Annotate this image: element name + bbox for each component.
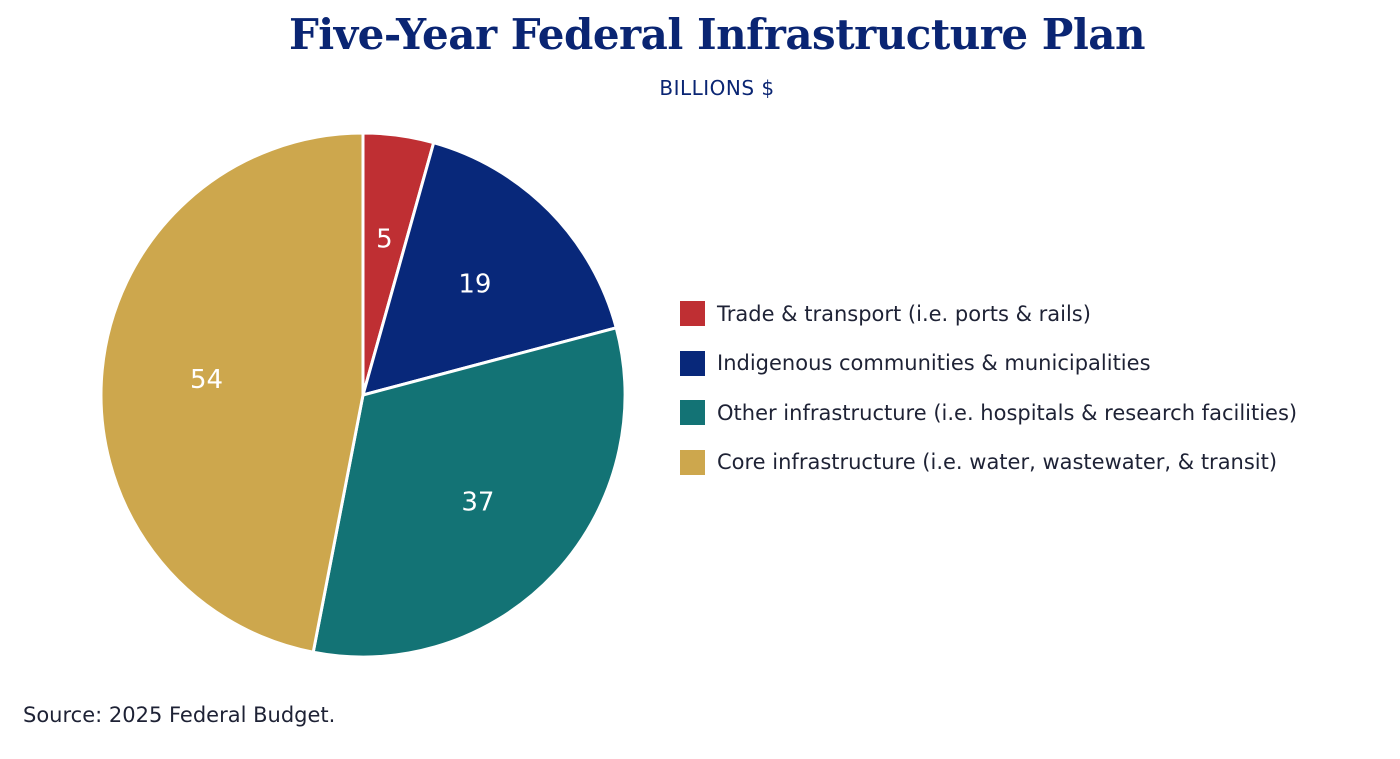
legend-item-indigenous-municipalities: Indigenous communities & municipalities [680, 339, 1297, 389]
pie-slice-indigenous-municipalities [361, 141, 618, 397]
legend-swatch [680, 449, 705, 475]
pie-slice-other-infrastructure [311, 326, 627, 659]
legend-label: Trade & transport (i.e. ports & rails) [717, 301, 1091, 326]
legend-label: Indigenous communities & municipalities [717, 351, 1151, 376]
slice-value-label-indigenous-municipalities: 19 [458, 270, 491, 300]
chart-title: Five-Year Federal Infrastructure Plan [288, 10, 1146, 59]
legend-label: Other infrastructure (i.e. hospitals & r… [717, 400, 1298, 425]
legend-swatch [680, 350, 705, 376]
chart-subtitle: BILLIONS $ [659, 76, 775, 100]
legend-item-other-infrastructure: Other infrastructure (i.e. hospitals & r… [680, 388, 1297, 438]
slice-value-label-trade-transport: 5 [376, 224, 393, 254]
legend-swatch [680, 400, 705, 426]
legend-label: Core infrastructure (i.e. water, wastewa… [717, 450, 1278, 475]
legend-item-core-infrastructure: Core infrastructure (i.e. water, wastewa… [680, 438, 1297, 488]
chart-legend: Trade & transport (i.e. ports & rails) In… [680, 289, 1297, 487]
legend-swatch [680, 301, 705, 327]
legend-item-trade-transport: Trade & transport (i.e. ports & rails) [680, 289, 1297, 339]
pie-chart: 5 19 37 54 [99, 131, 627, 659]
slice-value-label-other-infrastructure: 37 [461, 487, 494, 517]
source-note: Source: 2025 Federal Budget. [23, 703, 336, 727]
slice-value-label-core-infrastructure: 54 [190, 365, 223, 395]
pie-slice-core-infrastructure [99, 131, 365, 654]
